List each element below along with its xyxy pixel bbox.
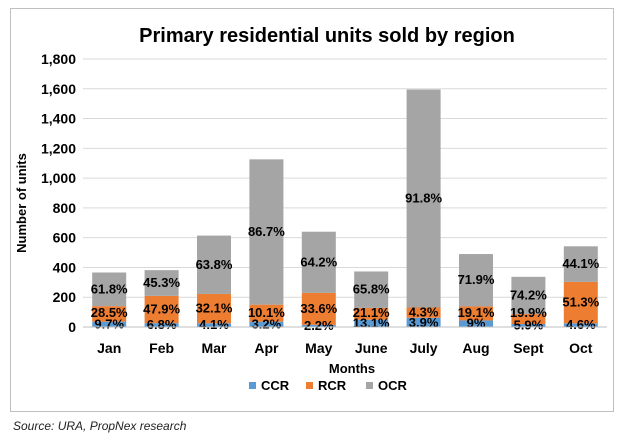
data-label-ocr: 45.3%	[143, 275, 180, 290]
bar-ocr	[144, 270, 179, 296]
x-tick-label: Sept	[513, 340, 544, 356]
bar-ccr	[197, 323, 231, 327]
bar-rcr	[354, 307, 389, 320]
legend-label-ccr: CCR	[261, 378, 290, 393]
legend: CCR RCR OCR	[249, 378, 408, 393]
x-tick-label: Feb	[149, 340, 174, 356]
x-tick-label: Apr	[254, 340, 279, 356]
bar-rcr	[511, 314, 546, 325]
x-axis-label: Months	[329, 361, 375, 376]
bar-rcr	[197, 293, 231, 324]
data-label-rcr: 4.3%	[409, 305, 439, 320]
bar-ccr	[459, 320, 493, 327]
x-tick-label: Jan	[97, 340, 121, 356]
data-label-ocr: 61.8%	[91, 281, 128, 296]
bar-ocr	[249, 159, 284, 305]
data-label-rcr: 33.6%	[300, 301, 337, 316]
legend-label-ocr: OCR	[378, 378, 408, 393]
data-label-ccr: 3.2%	[252, 316, 282, 331]
data-label-ocr: 74.2%	[510, 287, 547, 302]
data-label-ccr: 2.2%	[304, 318, 334, 333]
bar-ccr	[563, 323, 598, 327]
y-tick-label: 1,800	[41, 51, 76, 67]
y-tick-label: 0	[68, 319, 76, 335]
bar-ccr	[406, 317, 441, 327]
legend-swatch-ocr	[366, 382, 373, 389]
y-tick-label: 800	[53, 200, 77, 216]
source-note: Source: URA, PropNex research	[13, 419, 187, 433]
bar-rcr	[144, 295, 179, 324]
data-label-rcr: 10.1%	[248, 305, 285, 320]
bar-rcr	[563, 281, 598, 324]
chart-frame: Primary residential units sold by region…	[10, 8, 614, 412]
bar-ccr	[354, 319, 389, 327]
x-tick-label: Mar	[202, 340, 227, 356]
data-label-ocr: 91.8%	[405, 191, 442, 206]
data-label-ocr: 86.7%	[248, 224, 285, 239]
data-label-rcr: 19.9%	[510, 305, 547, 320]
bar-ocr	[406, 89, 441, 308]
chart-title: Primary residential units sold by region	[139, 25, 515, 47]
bar-ccr	[144, 323, 179, 327]
data-label-rcr: 28.5%	[91, 305, 128, 320]
data-label-ccr: 4.1%	[199, 317, 229, 332]
stacked-bar-chart: Primary residential units sold by region…	[14, 25, 607, 393]
bar-ccr	[249, 321, 284, 327]
data-label-ocr: 65.8%	[353, 282, 390, 297]
y-tick-label: 1,600	[41, 81, 76, 97]
bar-ocr	[511, 276, 546, 315]
bar-rcr	[249, 304, 284, 322]
data-label-ocr: 71.9%	[458, 272, 495, 287]
y-axis-label: Number of units	[14, 153, 29, 253]
bar-ccr	[92, 321, 127, 327]
bar-rcr	[92, 306, 127, 322]
data-label-ocr: 63.8%	[196, 257, 233, 272]
data-label-ocr: 44.1%	[562, 256, 599, 271]
legend-label-rcr: RCR	[318, 378, 347, 393]
data-label-ocr: 64.2%	[300, 254, 337, 269]
data-label-ccr: 3.9%	[409, 315, 439, 330]
bar-ocr	[92, 272, 127, 307]
y-tick-label: 1,400	[41, 111, 76, 127]
bar-ccr	[301, 324, 336, 327]
data-label-rcr: 19.1%	[458, 305, 495, 320]
data-label-rcr: 51.3%	[562, 295, 599, 310]
bar-ccr	[511, 324, 546, 327]
legend-swatch-rcr	[306, 382, 313, 389]
y-tick-label: 1,000	[41, 170, 76, 186]
data-label-ccr: 6.8%	[147, 317, 177, 332]
data-label-ccr: 9.7%	[94, 316, 124, 331]
bar-ocr	[459, 254, 493, 307]
data-label-ccr: 5.9%	[514, 318, 544, 333]
x-tick-label: Aug	[462, 340, 489, 356]
bar-ocr	[354, 271, 389, 308]
bar-ocr	[563, 246, 598, 282]
data-label-rcr: 21.1%	[353, 305, 390, 320]
data-label-rcr: 47.9%	[143, 302, 180, 317]
bar-rcr	[406, 307, 441, 318]
data-label-rcr: 32.1%	[196, 301, 233, 316]
bar-ocr	[301, 231, 336, 293]
x-tick-label: May	[305, 340, 332, 356]
y-tick-label: 200	[53, 289, 77, 305]
bar-ocr	[197, 235, 231, 294]
y-tick-label: 400	[53, 259, 77, 275]
bar-rcr	[459, 306, 493, 321]
bar-rcr	[301, 292, 336, 325]
legend-swatch-ccr	[249, 382, 256, 389]
x-tick-label: July	[410, 340, 438, 356]
y-tick-label: 1,200	[41, 140, 76, 156]
x-tick-label: Oct	[569, 340, 593, 356]
data-label-ccr: 4.6%	[566, 317, 596, 332]
x-tick-label: June	[355, 340, 388, 356]
y-tick-label: 600	[53, 230, 77, 246]
